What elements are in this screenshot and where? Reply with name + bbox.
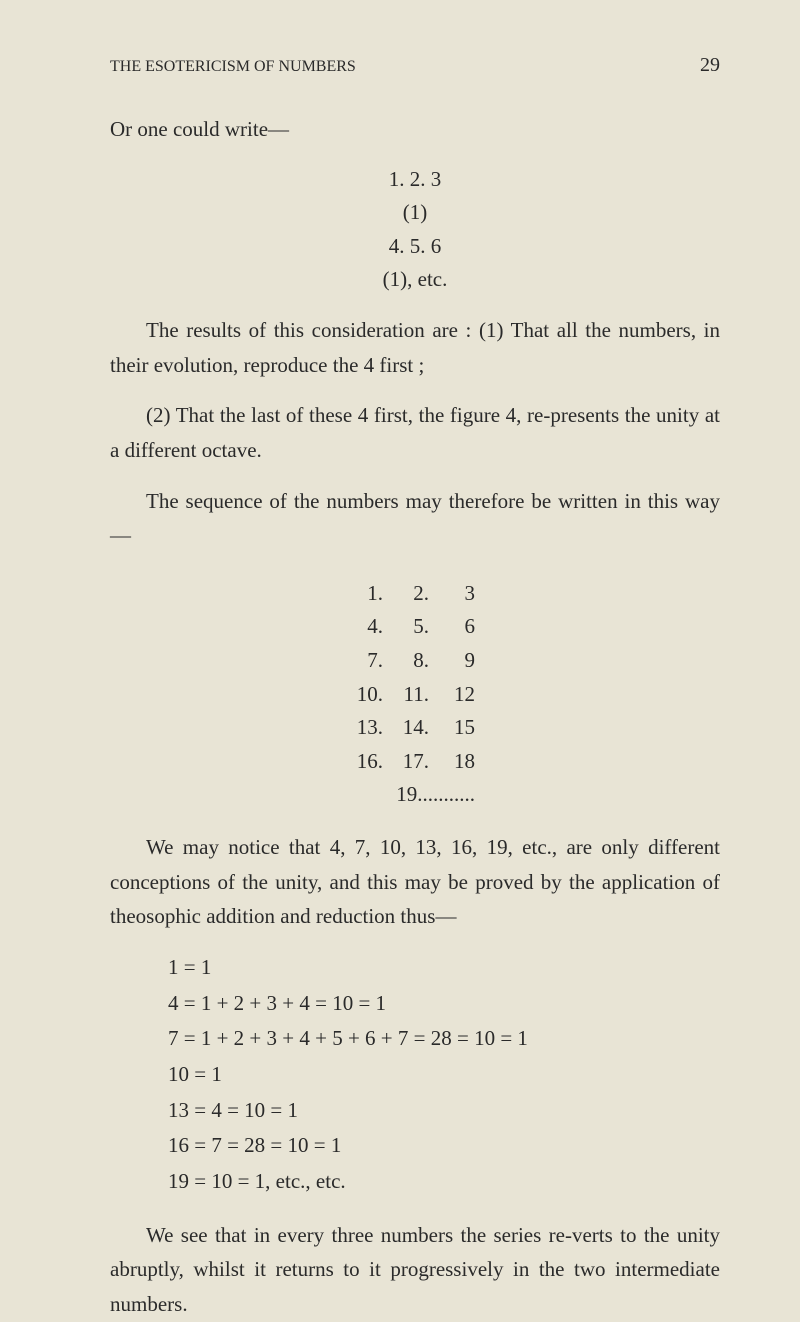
table-cell: 17. (401, 745, 429, 779)
table-row: 13. 14. 15 (355, 711, 475, 745)
table-cell: 3 (447, 577, 475, 611)
math-line-7: 19 = 10 = 1, etc., etc. (168, 1164, 720, 1200)
table-cell: 10. (355, 678, 383, 712)
paragraph-5: We may notice that 4, 7, 10, 13, 16, 19,… (110, 830, 720, 934)
table-cell: 5. (401, 610, 429, 644)
header-title: THE ESOTERICISM OF NUMBERS (110, 55, 356, 79)
number-table-wrap: 1. 2. 3 4. 5. 6 7. 8. 9 10. 11. 12 13. 1… (110, 569, 720, 830)
table-cell: 13. (355, 711, 383, 745)
table-cell: 18 (447, 745, 475, 779)
page-header: THE ESOTERICISM OF NUMBERS 29 (110, 50, 720, 80)
table-cell: 6 (447, 610, 475, 644)
math-line-4: 10 = 1 (168, 1057, 720, 1093)
table-cell: 16. (355, 745, 383, 779)
block1-line3: 4. 5. 6 (110, 230, 720, 264)
table-cell: 14. (401, 711, 429, 745)
math-line-5: 13 = 4 = 10 = 1 (168, 1093, 720, 1129)
paragraph-3: (2) That the last of these 4 first, the … (110, 398, 720, 467)
math-line-2: 4 = 1 + 2 + 3 + 4 = 10 = 1 (168, 986, 720, 1022)
block1-line1: 1. 2. 3 (110, 163, 720, 197)
table-cell: 1. (355, 577, 383, 611)
table-cell: 12 (447, 678, 475, 712)
table-cell: 15 (447, 711, 475, 745)
table-cell: 4. (355, 610, 383, 644)
number-block-1: 1. 2. 3 (1) 4. 5. 6 (1), etc. (110, 163, 720, 297)
table-row: 19........... (355, 778, 475, 812)
page-number: 29 (700, 50, 720, 80)
math-line-3: 7 = 1 + 2 + 3 + 4 + 5 + 6 + 7 = 28 = 10 … (168, 1021, 720, 1057)
table-cell: 11. (401, 678, 429, 712)
block1-line2: (1) (110, 196, 720, 230)
table-row: 10. 11. 12 (355, 678, 475, 712)
table-row: 4. 5. 6 (355, 610, 475, 644)
block1-line4: (1), etc. (110, 263, 720, 297)
number-table: 1. 2. 3 4. 5. 6 7. 8. 9 10. 11. 12 13. 1… (355, 577, 475, 812)
table-row: 7. 8. 9 (355, 644, 475, 678)
paragraph-4: The sequence of the numbers may therefor… (110, 484, 720, 553)
table-row: 16. 17. 18 (355, 745, 475, 779)
table-cell: 8. (401, 644, 429, 678)
math-line-1: 1 = 1 (168, 950, 720, 986)
table-cell: 9 (447, 644, 475, 678)
table-cell: 19........... (396, 778, 475, 812)
table-cell: 7. (355, 644, 383, 678)
math-line-6: 16 = 7 = 28 = 10 = 1 (168, 1128, 720, 1164)
math-block: 1 = 1 4 = 1 + 2 + 3 + 4 = 10 = 1 7 = 1 +… (168, 950, 720, 1200)
table-cell: 2. (401, 577, 429, 611)
paragraph-1: Or one could write— (110, 112, 720, 147)
table-row: 1. 2. 3 (355, 577, 475, 611)
paragraph-6: We see that in every three numbers the s… (110, 1218, 720, 1322)
paragraph-2: The results of this consideration are : … (110, 313, 720, 382)
